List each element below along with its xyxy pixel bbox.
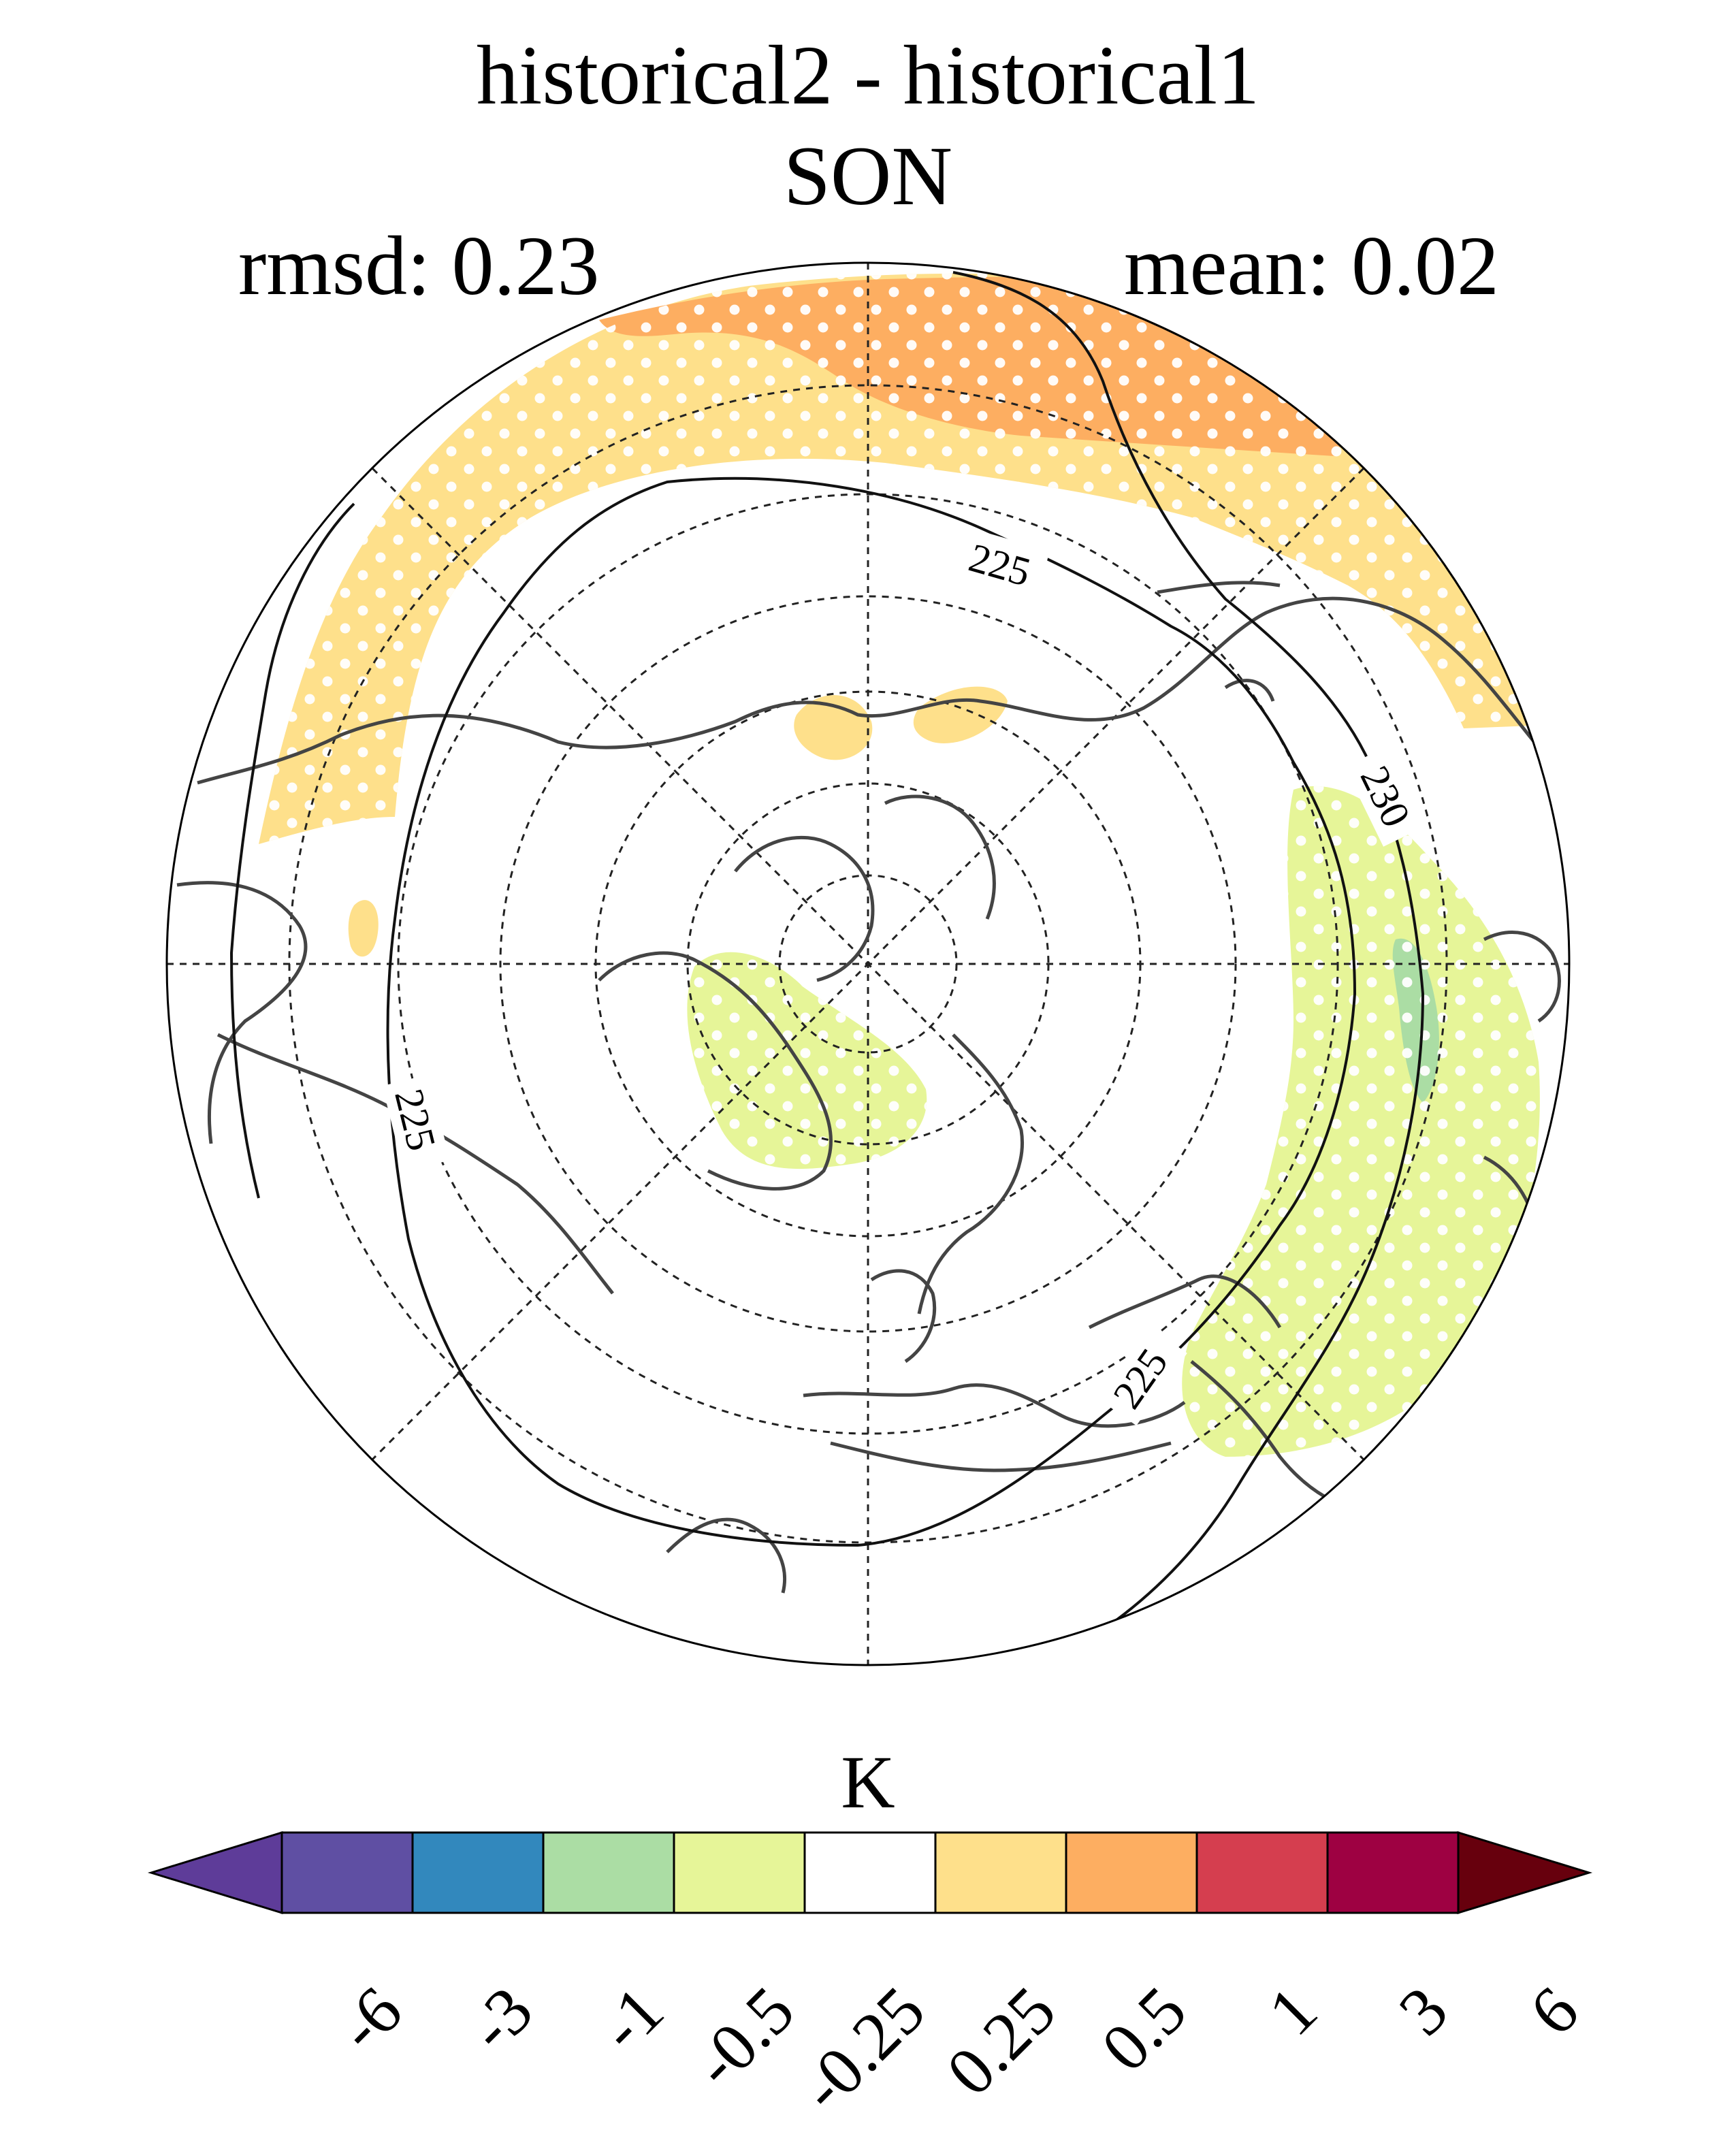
colorbar-tick-label: 3 [1385, 1972, 1462, 2050]
mean-label: mean: 0.02 [1124, 219, 1499, 312]
colorbar-bin [803, 1831, 937, 1914]
colorbar-extend-high [1457, 1830, 1593, 1915]
map-boundary [165, 261, 1571, 1666]
colorbar-bin [542, 1831, 675, 1914]
colorbar-tick-label: -3 [453, 1972, 547, 2065]
significance-stippling [1182, 786, 1540, 1457]
map-title: historical2 - historical1 [476, 29, 1260, 122]
colorbar: -6 -3 -1 -0.5-0.250.25 0.5 1 3 6 [147, 1830, 1593, 2126]
colorbar-tick-label: 0.5 [1087, 1972, 1201, 2086]
colorbar-bin [411, 1831, 545, 1914]
climatology-contours [229, 271, 1425, 1649]
colorbar-tick-label: 0.25 [932, 1972, 1070, 2110]
colorbar-bin [1065, 1831, 1198, 1914]
coastlines [176, 581, 1561, 1594]
colorbar-bin [673, 1831, 806, 1914]
colorbar-extend-low [147, 1830, 283, 1915]
season-label: SON [783, 129, 953, 223]
colorbar-tick-label: -1 [584, 1972, 677, 2065]
colorbar-bin [1195, 1831, 1329, 1914]
significance-stippling [259, 273, 1569, 844]
colorbar-bin [934, 1831, 1067, 1914]
colorbar-tick-label: -0.25 [786, 1972, 939, 2126]
colorbar-tick-label: -0.5 [679, 1972, 808, 2101]
colorbar-tick-label: 6 [1515, 1972, 1593, 2050]
colorbar-units: K [841, 1741, 895, 1824]
longitude-grid [167, 263, 1569, 1665]
rmsd-label: rmsd: 0.23 [238, 219, 600, 312]
colorbar-tick-label: -6 [323, 1972, 416, 2065]
warm-anomaly-patch [348, 900, 379, 957]
significance-stippling [687, 952, 927, 1169]
colorbar-bin [280, 1831, 414, 1914]
colorbar-tick-label: 1 [1254, 1972, 1332, 2050]
map-disk [167, 263, 1569, 1665]
colorbar-bin [1326, 1831, 1460, 1914]
